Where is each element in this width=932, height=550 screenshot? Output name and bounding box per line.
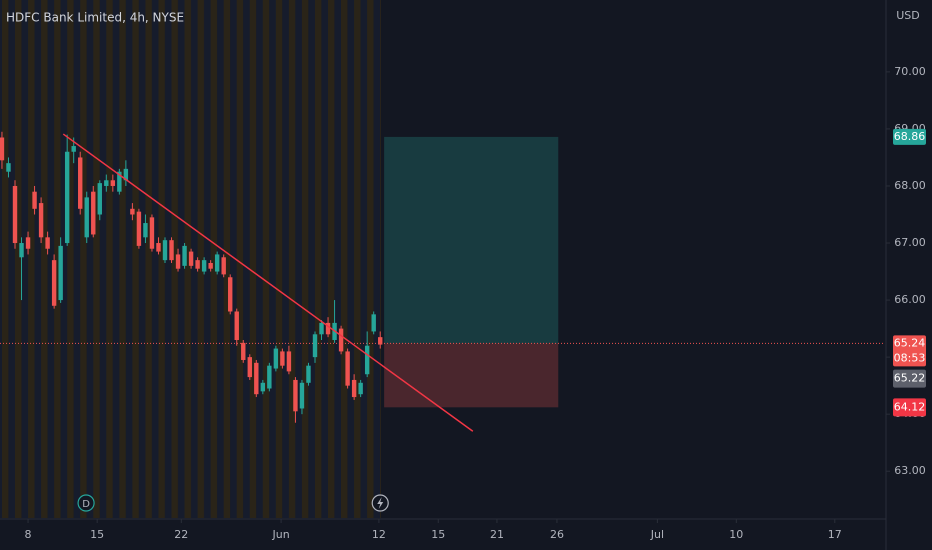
stop-label-box bbox=[893, 398, 926, 417]
candle-body bbox=[378, 337, 383, 345]
x-tick-label: 21 bbox=[490, 528, 504, 541]
candle-body bbox=[71, 146, 76, 152]
candle-body bbox=[201, 260, 207, 272]
y-tick-label: 63.00 bbox=[894, 464, 926, 477]
candle-body bbox=[358, 382, 363, 395]
y-tick-label: 70.00 bbox=[894, 65, 926, 78]
candle-body bbox=[156, 243, 161, 252]
candle-body bbox=[51, 260, 57, 306]
candle-body bbox=[254, 362, 259, 395]
candle-body bbox=[104, 180, 109, 186]
candle-body bbox=[32, 191, 37, 209]
target-label: 68.86 bbox=[894, 130, 926, 143]
candle-body bbox=[214, 254, 220, 272]
candle-body bbox=[299, 382, 305, 409]
x-tick-label: 22 bbox=[174, 528, 188, 541]
candle-body bbox=[273, 348, 279, 369]
candle-body bbox=[364, 345, 370, 375]
candle-body bbox=[130, 208, 135, 215]
candle-body bbox=[286, 351, 292, 372]
candle-body bbox=[38, 203, 44, 238]
x-tick-label: 26 bbox=[550, 528, 564, 541]
candle-body bbox=[306, 365, 311, 383]
x-tick-label: Jun bbox=[271, 528, 289, 541]
candle-body bbox=[175, 254, 181, 269]
x-tick-label: 8 bbox=[25, 528, 32, 541]
target-label-box bbox=[893, 128, 926, 145]
candle-body bbox=[260, 382, 266, 392]
y-tick-label: 66.00 bbox=[894, 293, 926, 306]
x-tick-label: 12 bbox=[372, 528, 386, 541]
candle-body bbox=[143, 223, 148, 238]
candle-body bbox=[84, 197, 89, 238]
candle-body bbox=[247, 357, 252, 378]
candle-body bbox=[195, 260, 200, 269]
candle-body bbox=[208, 262, 213, 269]
stop-label: 64.12 bbox=[894, 400, 926, 413]
entry-label-box bbox=[893, 335, 926, 367]
candle-body bbox=[169, 240, 174, 261]
candle-body bbox=[123, 168, 129, 181]
x-tick-label: 15 bbox=[90, 528, 104, 541]
event-marker-label: D bbox=[82, 499, 90, 510]
chart-title: HDFC Bank Limited, 4h, NYSE bbox=[6, 11, 184, 25]
candle-body bbox=[110, 180, 116, 186]
y-tick-label: 67.00 bbox=[894, 236, 926, 249]
candle-body bbox=[319, 322, 324, 335]
candle-body bbox=[221, 257, 226, 275]
candle-body bbox=[25, 237, 31, 249]
x-tick-label: 10 bbox=[729, 528, 743, 541]
candle-body bbox=[149, 217, 155, 249]
x-tick-label: 15 bbox=[431, 528, 445, 541]
profit-zone bbox=[384, 136, 559, 344]
last-price-label: 65.22 bbox=[894, 372, 926, 385]
currency: USD bbox=[896, 9, 920, 22]
candle-body bbox=[19, 243, 24, 258]
y-tick-label: 68.00 bbox=[894, 179, 926, 192]
last-price-label-box bbox=[893, 369, 926, 388]
candle-body bbox=[117, 171, 122, 192]
candle-body bbox=[97, 183, 102, 215]
candle-body bbox=[136, 211, 142, 246]
event-marker bbox=[77, 494, 95, 512]
candle-body bbox=[293, 379, 298, 412]
candle-body bbox=[338, 328, 344, 352]
candle-body bbox=[325, 322, 331, 335]
candle-body bbox=[267, 365, 272, 389]
candle-body bbox=[58, 245, 63, 301]
candle-body bbox=[91, 191, 96, 235]
candle-body bbox=[188, 251, 194, 266]
candle-body bbox=[280, 351, 285, 366]
candle-body bbox=[45, 237, 50, 249]
candle-body bbox=[162, 240, 168, 261]
candle-body bbox=[371, 314, 376, 332]
countdown: 08:53 bbox=[894, 351, 926, 364]
trendline bbox=[62, 133, 474, 432]
entry-label: 65.24 bbox=[894, 336, 926, 349]
event-icon bbox=[377, 497, 384, 509]
candle-body bbox=[182, 245, 187, 266]
candle-body bbox=[312, 334, 318, 358]
candle-body bbox=[78, 157, 83, 209]
x-tick-label: 17 bbox=[828, 528, 842, 541]
candle-body bbox=[12, 185, 18, 244]
candle-body bbox=[351, 379, 357, 398]
candle-body bbox=[228, 277, 233, 312]
candle-body bbox=[234, 311, 239, 341]
loss-zone bbox=[384, 343, 559, 408]
candle-body bbox=[345, 351, 350, 386]
candle-body bbox=[64, 151, 70, 244]
candle-body bbox=[241, 342, 246, 360]
candle-body bbox=[0, 137, 5, 161]
candle-body bbox=[6, 163, 11, 172]
x-tick-label: Jul bbox=[650, 528, 664, 541]
